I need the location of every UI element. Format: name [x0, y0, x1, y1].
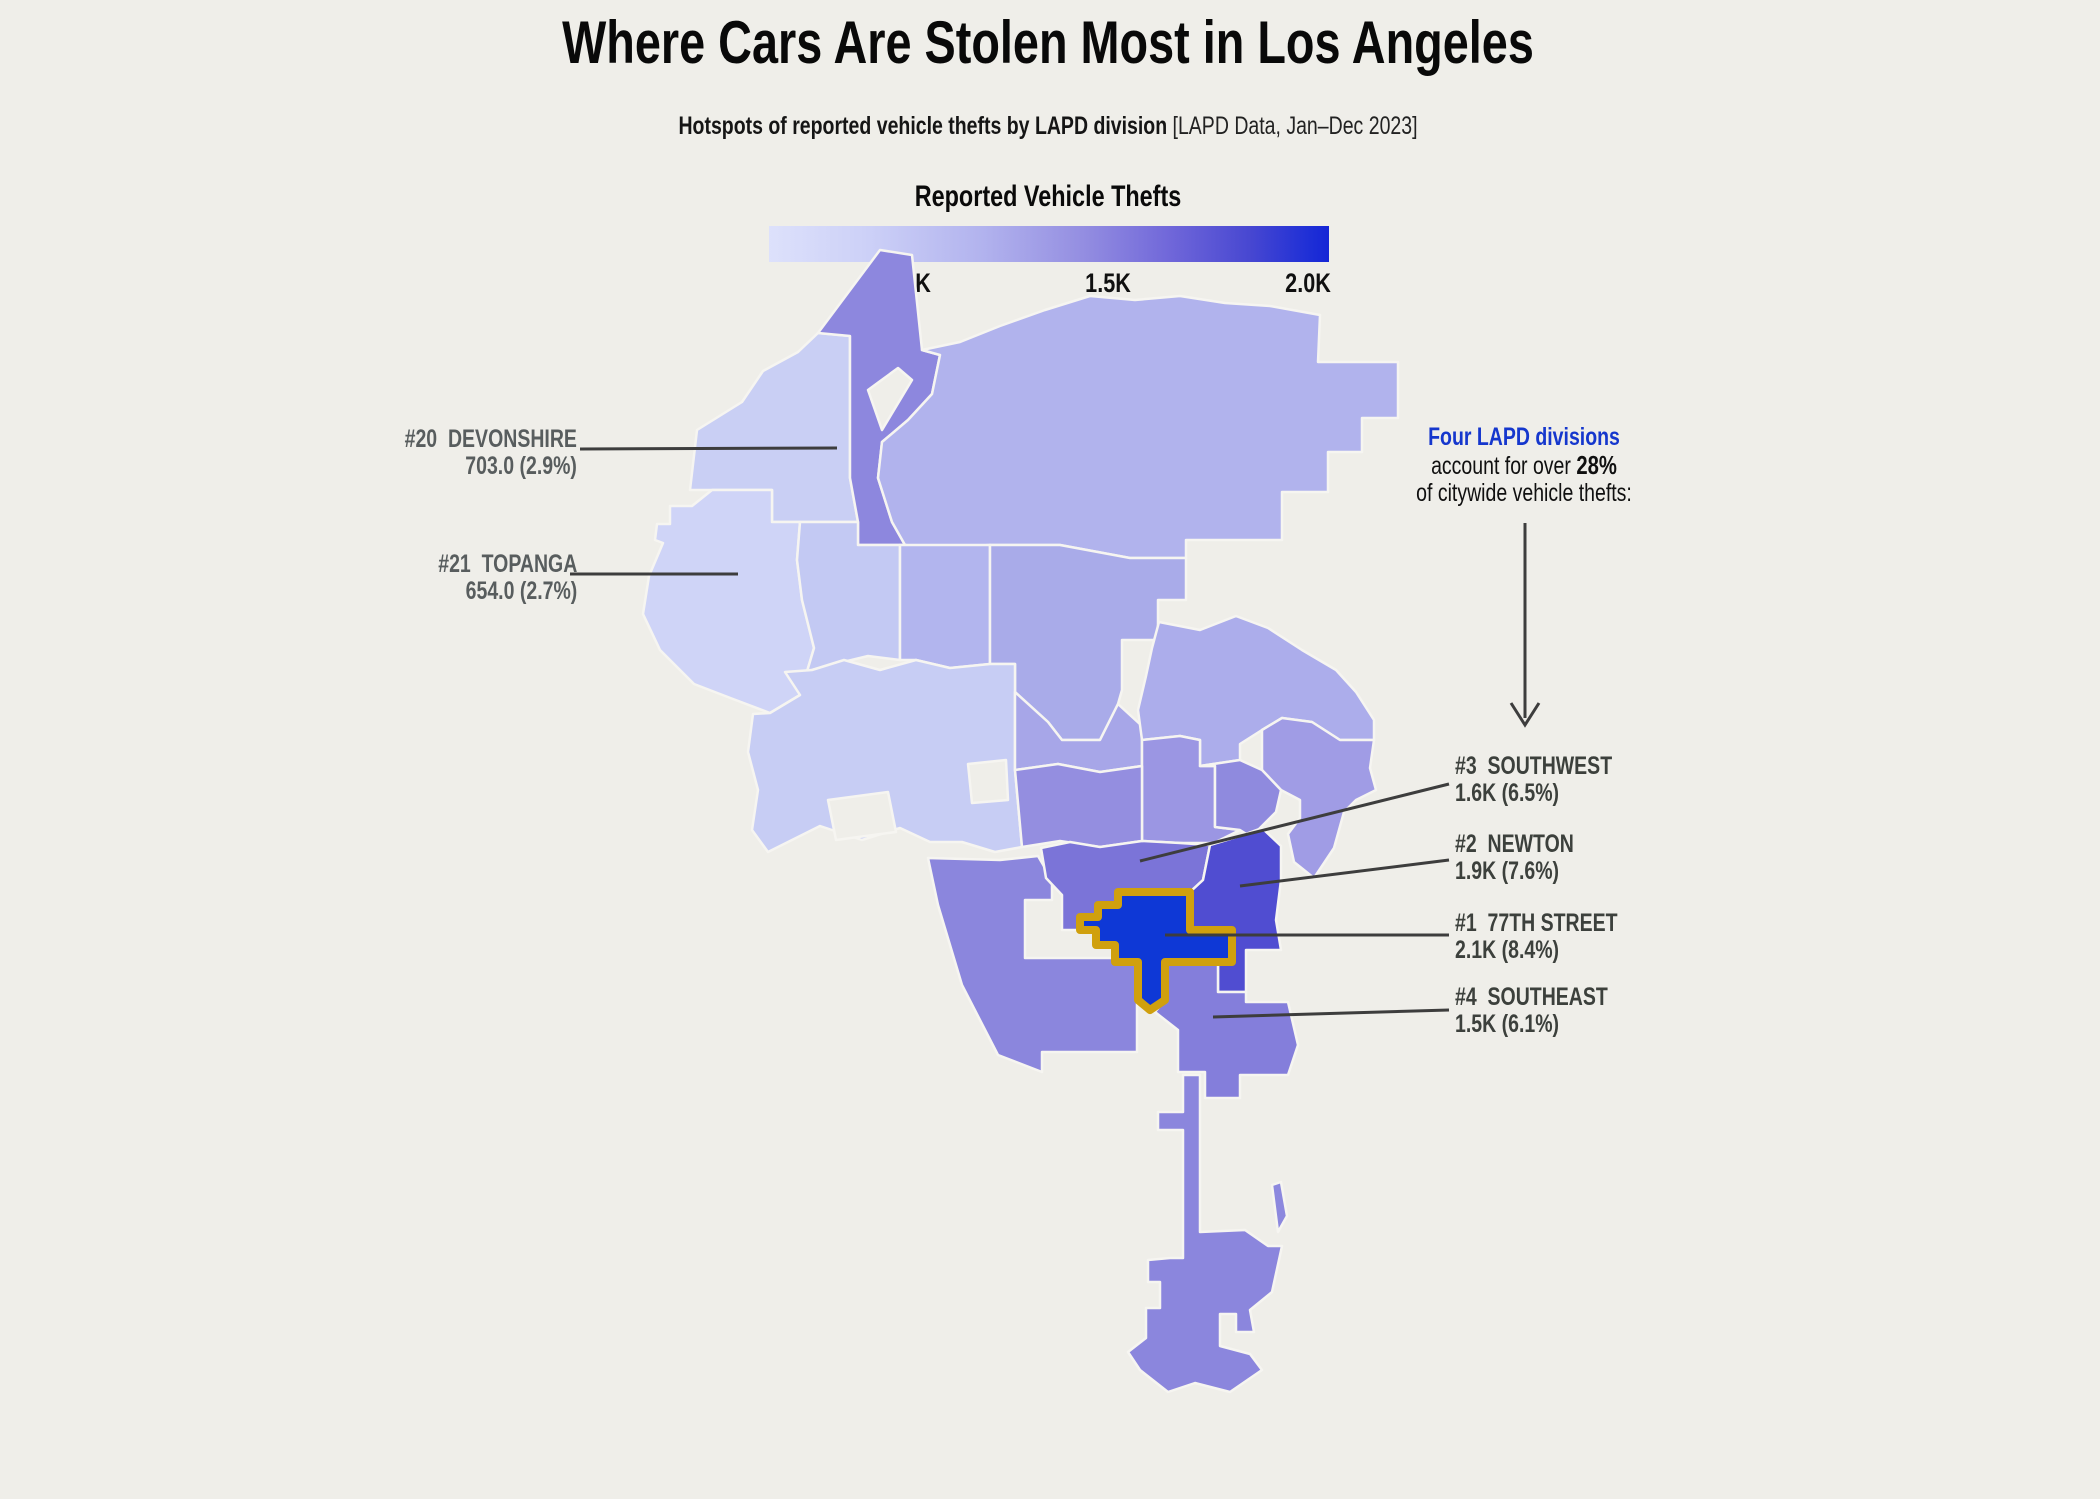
note-line2-prefix: account for over — [1431, 451, 1577, 480]
callout-topanga: #21 TOPANGA 654.0 (2.7%) — [438, 551, 577, 605]
callout-77th-street-value: 2.1K (8.4%) — [1455, 936, 1560, 964]
callout-77th-street-label: #1 77TH STREET — [1455, 909, 1618, 937]
callout-devonshire: #20 DEVONSHIRE 703.0 (2.9%) — [405, 426, 577, 480]
callout-southeast-label: #4 SOUTHEAST — [1455, 983, 1608, 1011]
map-region-terminal-island — [1270, 1180, 1289, 1234]
callout-southwest-value: 1.6K (6.5%) — [1455, 779, 1560, 807]
callout-topanga-value: 654.0 (2.7%) — [465, 577, 577, 605]
legend-tick-3: 2.0K — [1285, 268, 1331, 298]
leader-line-devonshire — [579, 446, 838, 451]
map-region-topanga — [641, 488, 816, 715]
page-title: Where Cars Are Stolen Most in Los Angele… — [562, 9, 1534, 76]
legend-title: Reported Vehicle Thefts — [914, 180, 1182, 213]
callout-devonshire-label: #20 DEVONSHIRE — [404, 425, 577, 453]
page-subtitle: Hotspots of reported vehicle thefts by L… — [678, 112, 1417, 141]
callout-southeast-value: 1.5K (6.1%) — [1455, 1010, 1560, 1038]
callout-topanga-label: #21 TOPANGA — [437, 550, 577, 578]
callout-newton-label: #2 NEWTON — [1455, 830, 1574, 858]
callout-southwest-label: #3 SOUTHWEST — [1455, 752, 1613, 780]
subtitle-bold: Hotspots of reported vehicle thefts by L… — [678, 112, 1168, 140]
map-region-wilshire — [1013, 762, 1144, 849]
map-region-west-la — [746, 658, 1024, 854]
note-arrow-head — [1509, 702, 1541, 728]
note-line2: account for over 28% — [1416, 449, 1632, 481]
map-region-foothill — [876, 294, 1400, 560]
legend-tick-2: 1.5K — [1085, 268, 1131, 298]
leader-line-newton — [1239, 858, 1450, 888]
legend-gradient-bar — [769, 226, 1329, 262]
callout-southeast: #4 SOUTHEAST 1.5K (6.1%) — [1455, 984, 1608, 1038]
map-gap-santa-monica — [826, 790, 898, 842]
map-region-central — [1198, 758, 1283, 839]
map-region-van-nuys — [898, 543, 992, 670]
callout-77th-street: #1 77TH STREET 2.1K (8.4%) — [1455, 910, 1618, 964]
leader-line-southeast — [1212, 1008, 1450, 1019]
leader-line-southwest — [1139, 782, 1450, 863]
note-line3: of citywide vehicle thefts: — [1416, 479, 1632, 507]
callout-devonshire-value: 703.0 (2.9%) — [465, 452, 577, 480]
note-line1: Four LAPD divisions — [1428, 423, 1620, 451]
subtitle-note: [LAPD Data, Jan–Dec 2023] — [1167, 112, 1418, 140]
note-block: Four LAPD divisions account for over 28%… — [1416, 423, 1632, 508]
map-region-southeast — [1153, 962, 1300, 1100]
map-gap-san-fernando — [866, 366, 914, 432]
map-region-harbor — [1126, 1073, 1284, 1394]
callout-newton: #2 NEWTON 1.9K (7.6%) — [1455, 831, 1574, 885]
note-line2-bold: 28% — [1576, 449, 1617, 480]
footer: Source: Los Angeles Police Department (L… — [0, 0, 1050, 25]
callout-newton-value: 1.9K (7.6%) — [1455, 857, 1560, 885]
map-gap-beverly-hills — [966, 758, 1010, 805]
callout-southwest: #3 SOUTHWEST 1.6K (6.5%) — [1455, 753, 1612, 807]
